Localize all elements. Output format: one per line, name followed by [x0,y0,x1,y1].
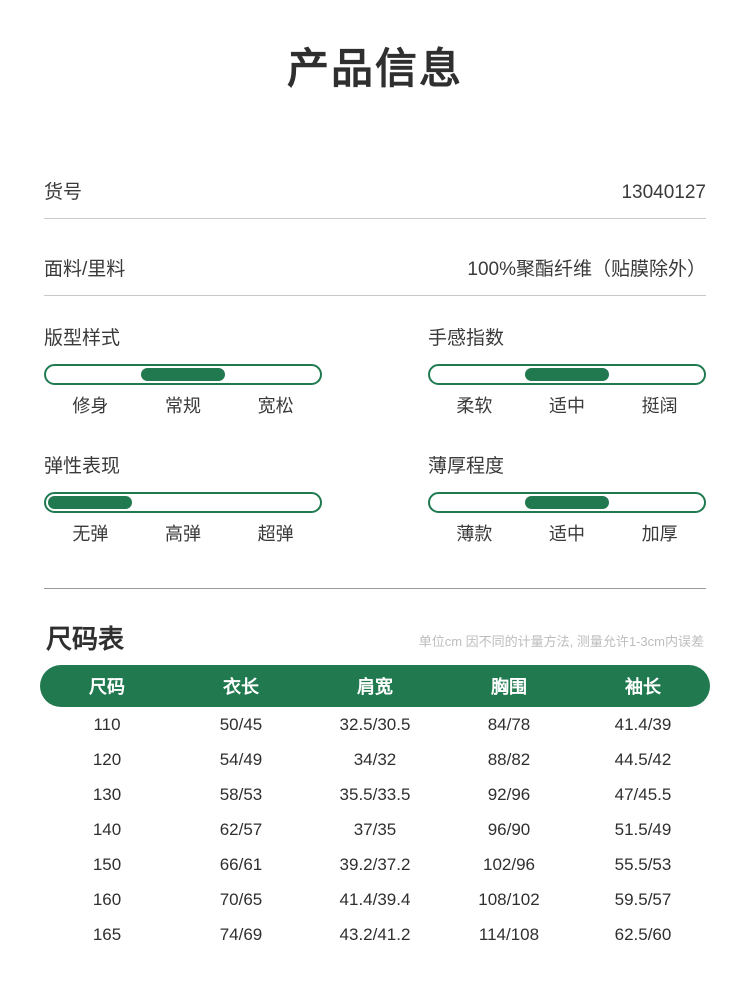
table-cell: 96/90 [487,819,531,839]
gauge-slider-thumb[interactable] [525,368,609,382]
size-table: 尺码 衣长 肩宽 胸围 袖长 110 50/45 32.5/30.5 84/78 41.4/39… [40,665,710,952]
gauge-slider-track[interactable] [44,492,322,514]
size-table-column-header: 衣长 [174,665,308,708]
table-cell: 110 [93,714,121,734]
table-cell: 55.5/53 [614,854,672,874]
table-cell: 41.4/39.4 [339,889,411,909]
table-cell: 84/78 [487,714,531,734]
table-cell: 160 [92,889,122,909]
size-table-column-header: 胸围 [442,665,576,708]
table-row: 150 66/61 39.2/37.2 102/96 55.5/53 [40,847,710,882]
size-chart-note: 单位cm 因不同的计量方法, 测量允许1-3cm内误差 [418,634,704,650]
gauge-label[interactable]: 超弹 [257,524,294,545]
table-cell: 51.5/49 [614,819,672,839]
size-chart-header: 尺码表 单位cm 因不同的计量方法, 测量允许1-3cm内误差 [40,623,710,665]
gauge-1: 手感指数柔软 适中 挺阔 [428,326,706,418]
table-cell: 35.5/33.5 [339,784,411,804]
table-cell: 47/45.5 [614,784,672,804]
gauge-slider-track[interactable] [44,364,322,386]
gauge-0: 版型样式修身 常规 宽松 [44,326,322,418]
table-cell: 39.2/37.2 [339,854,411,874]
gauge-slider-thumb[interactable] [525,496,609,510]
gauge-label[interactable]: 挺阔 [641,396,678,417]
table-cell: 54/49 [219,749,263,769]
table-cell: 74/69 [219,924,263,944]
table-cell: 62/57 [219,819,263,839]
gauge-label[interactable]: 适中 [549,524,585,545]
gauge-slider-track[interactable] [428,492,706,514]
table-cell: 130 [92,784,122,804]
table-cell: 140 [92,819,122,839]
table-cell: 59.5/57 [614,889,672,909]
info-row-label: 货号 [44,182,83,204]
table-row: 110 50/45 32.5/30.5 84/78 41.4/39 [40,707,710,742]
info-list: 货号 13040127 面料/里料 100%聚酯纤维（贴膜除外） [44,124,706,297]
gauge-label[interactable]: 适中 [549,396,585,417]
table-cell: 102/96 [483,854,535,874]
table-cell: 108/102 [478,889,540,909]
info-row-value: 13040127 [621,182,706,204]
product-info-page: 产品信息 货号 13040127 面料/里料 100%聚酯纤维（贴膜除外） 版型样式修… [0,28,750,983]
gauge-slider-track[interactable] [428,364,706,386]
gauge-2: 弹性表现无弹 高弹 超弹 [44,454,322,546]
gauge-label[interactable]: 薄款 [456,524,493,545]
gauge-title: 薄厚程度 [428,456,505,478]
gauge-labels: 修身 常规 宽松 [44,394,322,418]
gauge-label[interactable]: 高弹 [165,524,201,545]
gauge-label[interactable]: 柔软 [456,396,493,417]
table-cell: 50/45 [219,714,263,734]
table-cell: 34/32 [353,749,397,769]
size-chart-title: 尺码表 [46,624,125,655]
table-cell: 37/35 [353,819,397,839]
table-cell: 62.5/60 [614,924,672,944]
size-table-header-row: 尺码 衣长 肩宽 胸围 袖长 [40,665,710,708]
size-table-head: 尺码 衣长 肩宽 胸围 袖长 [40,665,710,708]
size-table-column-header: 袖长 [576,665,710,708]
gauge-title: 版型样式 [44,328,121,350]
gauge-labels: 柔软 适中 挺阔 [428,394,706,418]
gauge-title: 手感指数 [428,328,505,350]
table-cell: 44.5/42 [614,749,672,769]
gauge-label[interactable]: 宽松 [257,396,294,417]
table-cell: 58/53 [219,784,263,804]
section-divider [44,588,706,590]
size-table-column-header: 肩宽 [308,665,442,708]
table-cell: 41.4/39 [614,714,672,734]
info-row: 货号 13040127 [44,180,706,220]
table-cell: 120 [92,749,122,769]
gauge-3: 薄厚程度薄款 适中 加厚 [428,454,706,546]
gauge-labels: 薄款 适中 加厚 [428,522,706,546]
table-cell: 32.5/30.5 [339,714,411,734]
attribute-gauges: 版型样式 修身 常规 宽松 手感指数 柔软 适中 挺阔 弹性表现 无弹 高弹 超弹 薄厚程度 薄款 适中 加厚 [44,296,706,582]
table-row: 140 62/57 37/35 96/90 51.5/49 [40,812,710,847]
table-row: 160 70/65 41.4/39.4 108/102 59.5/57 [40,882,710,917]
table-cell: 150 [92,854,122,874]
table-row: 165 74/69 43.2/41.2 114/108 62.5/60 [40,917,710,952]
size-table-column-header: 尺码 [40,665,174,708]
table-cell: 114/108 [478,924,540,944]
size-chart-section: 尺码表 单位cm 因不同的计量方法, 测量允许1-3cm内误差 尺码 衣长 肩宽 胸围… [40,589,710,952]
table-row: 130 58/53 35.5/33.5 92/96 47/45.5 [40,777,710,812]
gauge-title: 弹性表现 [44,456,121,478]
gauge-slider-thumb[interactable] [48,496,132,510]
table-row: 120 54/49 34/32 88/82 44.5/42 [40,742,710,777]
gauge-slider-thumb[interactable] [141,368,225,382]
table-cell: 165 [92,924,122,944]
table-cell: 88/82 [487,749,531,769]
size-table-body: 110 50/45 32.5/30.5 84/78 41.4/39 120 54/49 34/… [40,707,710,952]
page-title: 产品信息 [286,45,463,93]
table-cell: 70/65 [219,889,263,909]
info-row-label: 面料/里料 [44,259,126,281]
table-cell: 92/96 [487,784,531,804]
gauge-label[interactable]: 修身 [72,396,109,417]
info-row-value: 100%聚酯纤维（贴膜除外） [467,259,706,281]
info-row: 面料/里料 100%聚酯纤维（贴膜除外） [44,257,706,297]
table-cell: 43.2/41.2 [339,924,411,944]
gauge-labels: 无弹 高弹 超弹 [44,522,322,546]
gauge-label[interactable]: 无弹 [72,524,109,545]
table-cell: 66/61 [219,854,263,874]
gauge-label[interactable]: 常规 [165,396,201,417]
gauge-label[interactable]: 加厚 [641,524,678,545]
